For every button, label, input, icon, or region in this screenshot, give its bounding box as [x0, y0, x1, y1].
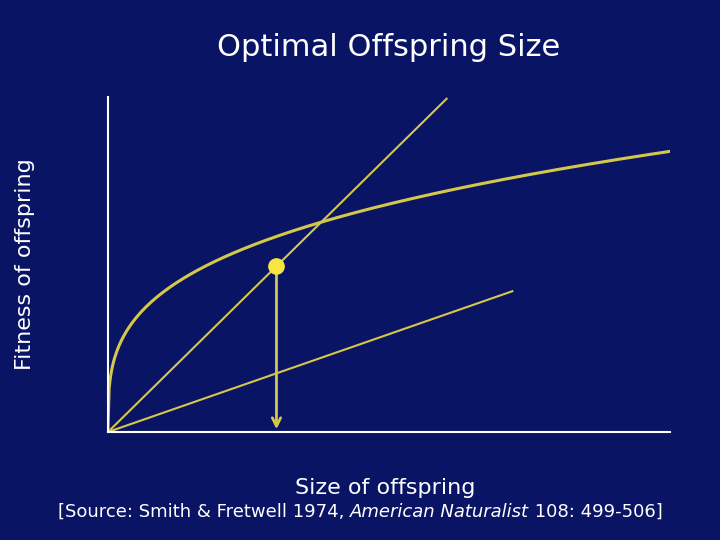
- Text: American Naturalist: American Naturalist: [350, 503, 528, 521]
- Text: Fitness of offspring: Fitness of offspring: [15, 159, 35, 370]
- Text: Size of offspring: Size of offspring: [295, 478, 475, 498]
- Text: [Source: Smith & Fretwell 1974,: [Source: Smith & Fretwell 1974,: [58, 503, 350, 521]
- Text: Optimal Offspring Size: Optimal Offspring Size: [217, 33, 560, 62]
- Text: 108: 499-506]: 108: 499-506]: [528, 503, 662, 521]
